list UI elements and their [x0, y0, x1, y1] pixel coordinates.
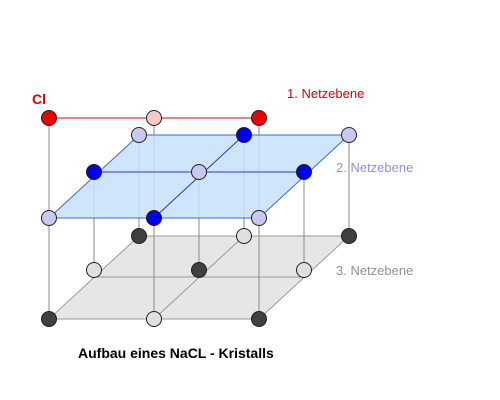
ion-cl-pink: [146, 110, 162, 126]
ion-dark: [131, 228, 147, 244]
plane-3-label: 3. Netzebene: [336, 263, 413, 278]
cl-label: Cl: [32, 91, 46, 107]
plane-1-ions: [41, 110, 267, 126]
plane-2-ions: [41, 127, 357, 226]
ion-na-light: [251, 210, 267, 226]
ion-dark: [41, 311, 57, 327]
ion-light: [236, 228, 252, 244]
ion-light: [86, 262, 102, 278]
plane-2-label: 2. Netzebene: [336, 160, 413, 175]
ion-dark: [191, 262, 207, 278]
ion-dark: [341, 228, 357, 244]
ion-na-blue: [296, 164, 312, 180]
ion-na-blue: [86, 164, 102, 180]
ion-dark: [251, 311, 267, 327]
ion-na-blue: [146, 210, 162, 226]
ion-na-light: [191, 164, 207, 180]
plane-3-ions: [41, 228, 357, 327]
ion-light: [296, 262, 312, 278]
ion-na-blue: [236, 127, 252, 143]
ion-na-light: [41, 210, 57, 226]
ion-light: [146, 311, 162, 327]
ion-na-light: [341, 127, 357, 143]
ion-na-light: [131, 127, 147, 143]
plane-1-label: 1. Netzebene: [287, 86, 364, 101]
ion-cl-red: [251, 110, 267, 126]
ion-cl-red: [41, 110, 57, 126]
caption: Aufbau eines NaCL - Kristalls: [78, 345, 274, 361]
